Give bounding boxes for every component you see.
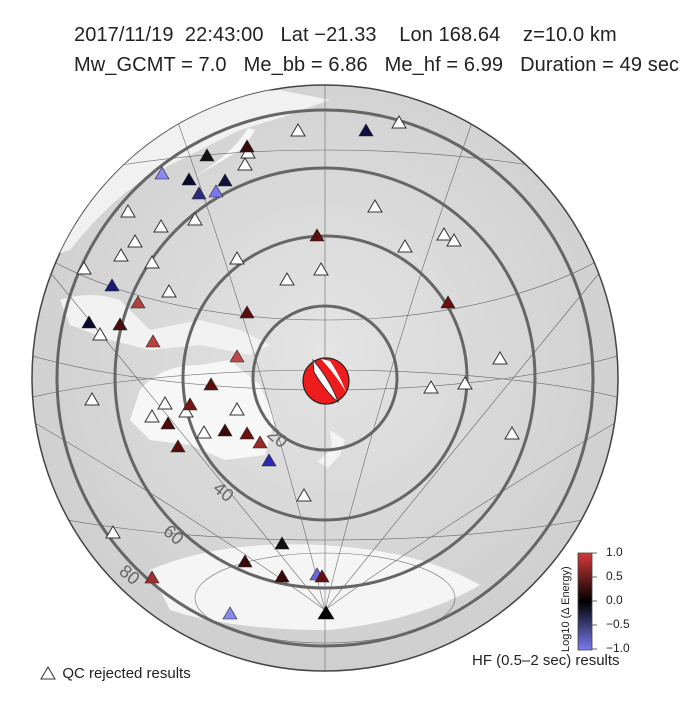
colorbar-tick: 0.5 xyxy=(606,569,623,583)
station-marker xyxy=(274,536,290,550)
qc-rejected-stations xyxy=(76,115,520,539)
colorbar-tick: −0.5 xyxy=(606,617,630,631)
station-marker xyxy=(191,186,207,200)
station-marker xyxy=(314,569,330,583)
station-marker xyxy=(112,317,128,331)
station-marker xyxy=(217,423,233,437)
station-marker xyxy=(317,605,335,620)
station-marker xyxy=(160,416,176,430)
station-marker xyxy=(237,554,253,568)
station-marker xyxy=(358,123,374,137)
station-marker xyxy=(178,404,194,418)
magnitude-info-line: Mw_GCMT = 7.0 Me_bb = 6.86 Me_hf = 6.99 … xyxy=(74,54,680,76)
station-marker xyxy=(144,409,160,423)
station-marker xyxy=(239,426,255,440)
station-marker xyxy=(182,397,198,411)
hf-legend-label: HF (0.5–2 sec) results xyxy=(472,652,620,669)
station-marker xyxy=(313,262,329,276)
station-marker xyxy=(397,239,413,253)
station-marker xyxy=(105,525,121,539)
station-marker xyxy=(423,380,439,394)
focal-mechanism-beachball xyxy=(302,357,350,405)
station-marker xyxy=(130,295,146,309)
station-marker xyxy=(145,334,161,348)
station-marker xyxy=(239,305,255,319)
station-marker xyxy=(274,569,290,583)
colorbar-tick: −1.0 xyxy=(606,641,630,655)
station-marker xyxy=(113,248,129,262)
station-marker xyxy=(92,327,108,341)
station-marker xyxy=(76,261,92,275)
station-marker xyxy=(154,166,170,180)
energy-colorbar xyxy=(577,552,597,651)
station-marker xyxy=(157,396,173,410)
station-marker xyxy=(199,148,215,162)
event-info-line: 2017/11/19 22:43:00 Lat −21.33 Lon 168.6… xyxy=(74,24,617,46)
hf-result-stations xyxy=(81,123,456,620)
station-marker xyxy=(239,139,255,153)
station-marker xyxy=(144,570,160,584)
station-marker xyxy=(161,284,177,298)
station-marker xyxy=(181,172,197,186)
colorbar-tick: 1.0 xyxy=(606,545,623,559)
distance-rings xyxy=(55,108,595,648)
station-marker xyxy=(229,349,245,363)
colorbar-title: Log10 (Δ Energy) xyxy=(560,566,572,652)
station-marker xyxy=(229,402,245,416)
station-marker xyxy=(222,606,238,620)
station-marker xyxy=(436,227,452,241)
station-marker xyxy=(153,219,169,233)
station-marker xyxy=(457,376,473,390)
station-marker xyxy=(217,173,233,187)
qc-legend: QC rejected results xyxy=(32,648,191,682)
station-marker xyxy=(296,488,312,502)
station-marker xyxy=(290,123,306,137)
station-marker xyxy=(81,315,97,329)
station-marker xyxy=(492,351,508,365)
qc-legend-label: QC rejected results xyxy=(62,665,191,682)
station-marker xyxy=(367,199,383,213)
station-marker xyxy=(309,228,325,242)
station-marker xyxy=(144,255,160,269)
station-marker xyxy=(208,184,224,198)
station-marker xyxy=(120,204,136,218)
station-marker xyxy=(203,377,219,391)
station-marker xyxy=(84,392,100,406)
station-marker xyxy=(391,115,407,129)
open-triangle-icon xyxy=(40,666,57,680)
station-marker xyxy=(127,234,143,248)
station-marker xyxy=(279,272,295,286)
station-marker xyxy=(170,439,186,453)
station-marker xyxy=(196,425,212,439)
station-marker xyxy=(229,251,245,265)
station-marker xyxy=(446,233,462,247)
station-marker xyxy=(187,212,203,226)
station-marker xyxy=(261,453,277,467)
station-marker xyxy=(252,435,268,449)
station-marker xyxy=(504,426,520,440)
station-marker xyxy=(440,295,456,309)
station-marker xyxy=(237,157,253,171)
colorbar-tick: 0.0 xyxy=(606,593,623,607)
station-marker xyxy=(104,278,120,292)
